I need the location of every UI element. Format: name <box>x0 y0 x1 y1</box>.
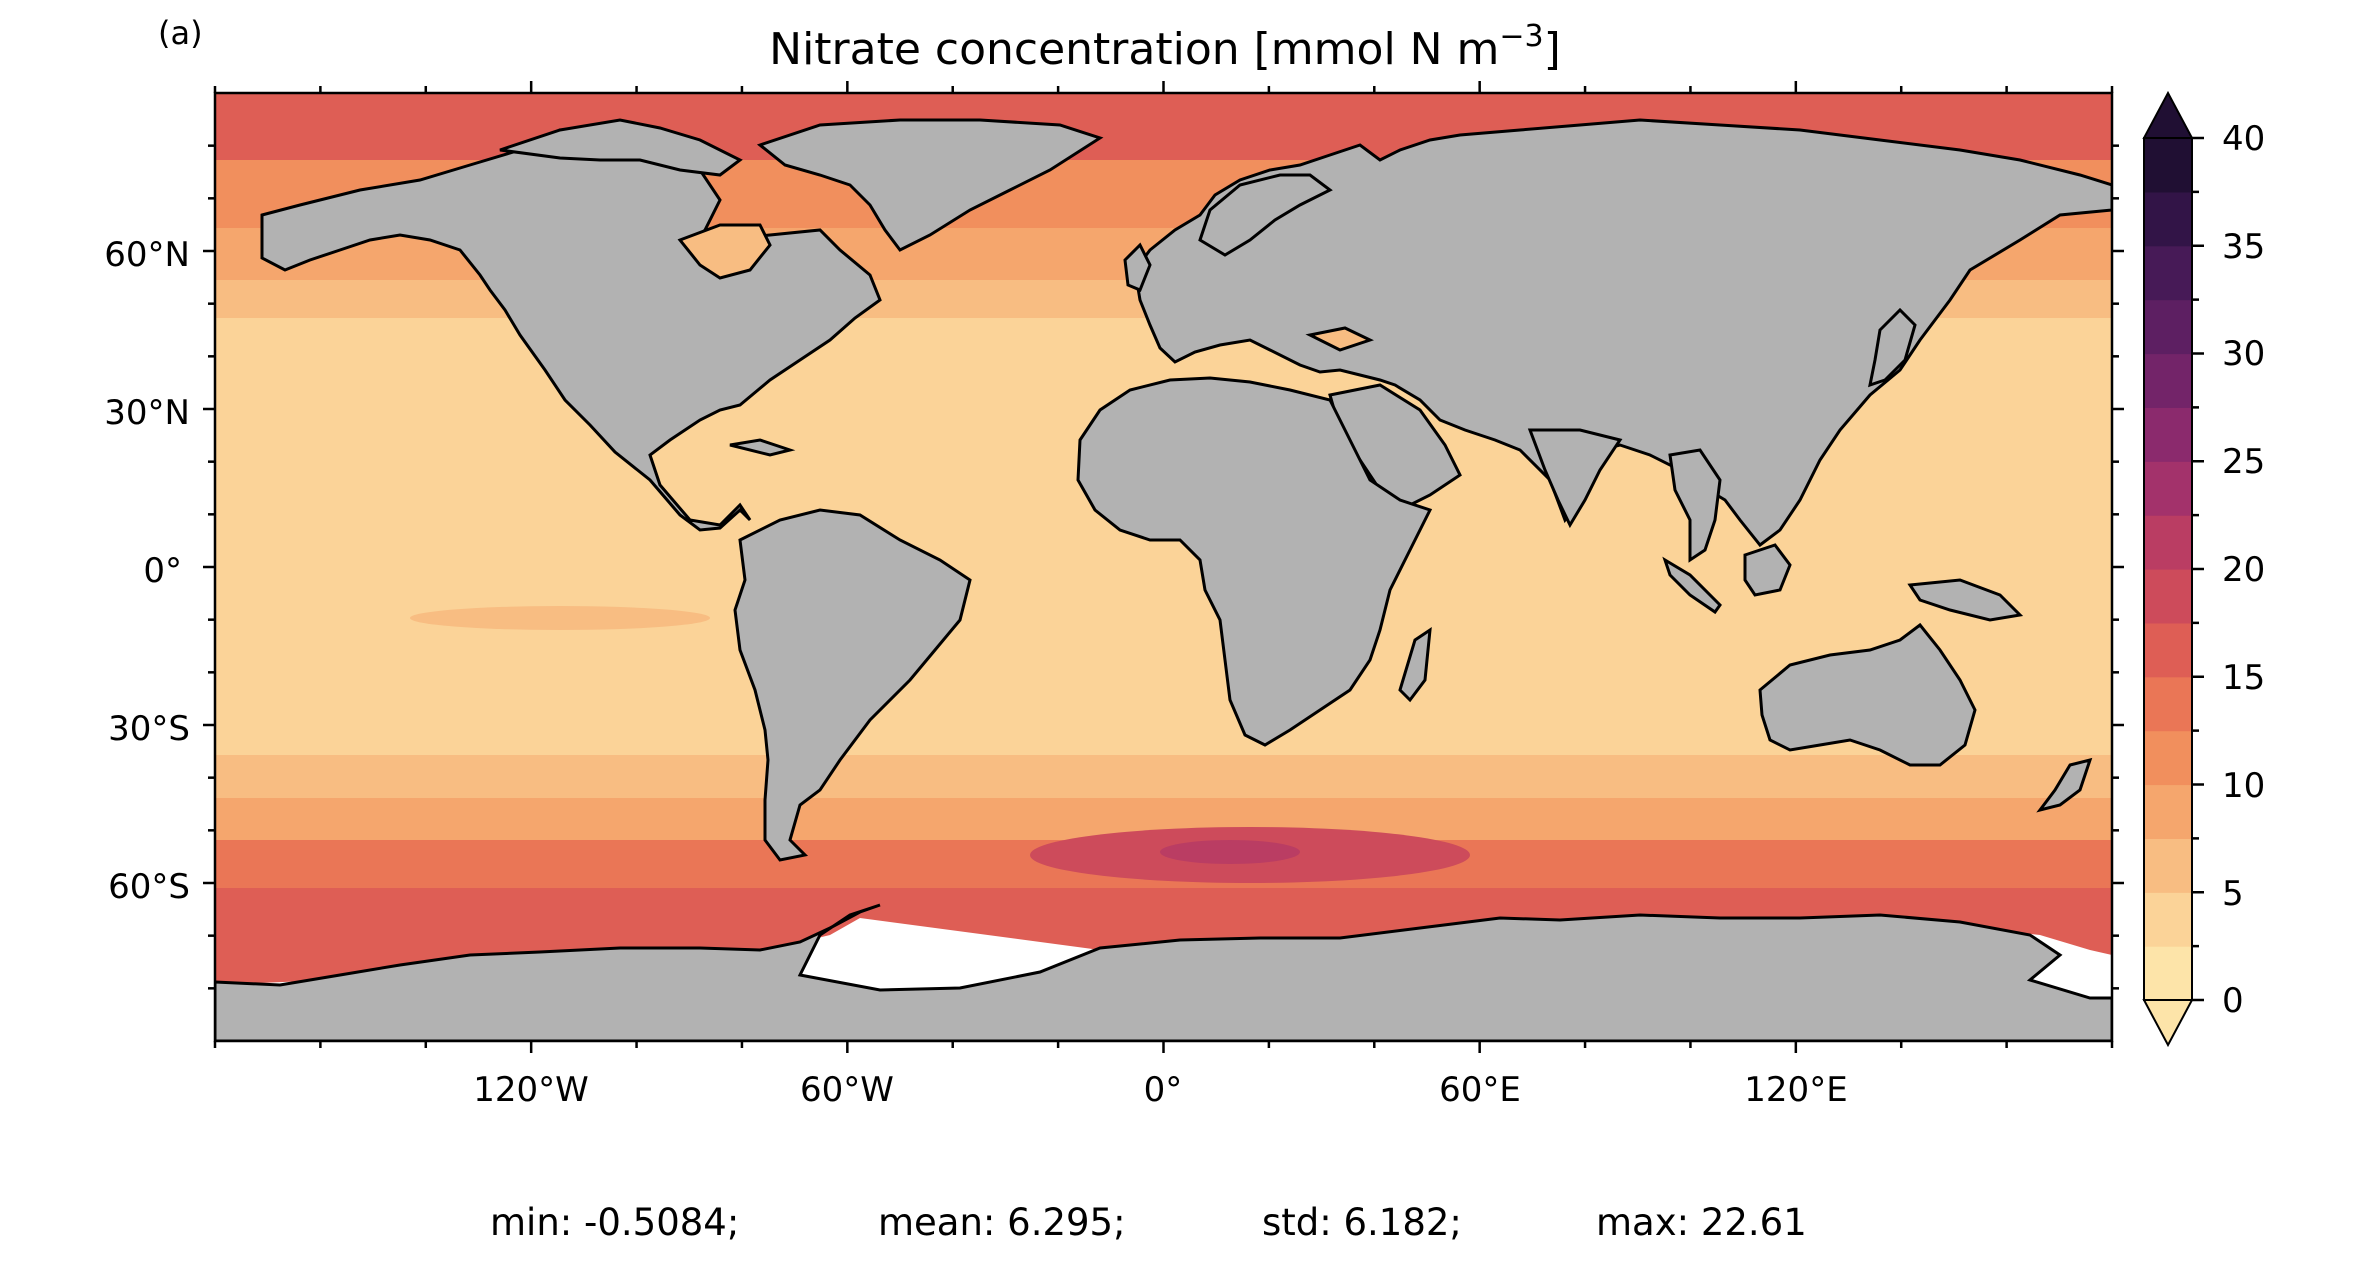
lat-tick-label: 60°N <box>104 235 190 275</box>
eurasia <box>1133 118 2112 548</box>
lon-tick-label: 60°W <box>800 1070 894 1110</box>
colorbar-tick-label: 15 <box>2222 658 2265 698</box>
south-america <box>733 508 972 862</box>
new-zealand <box>2036 757 2093 813</box>
indochina <box>1668 448 1722 563</box>
colorbar-segment <box>2144 676 2192 732</box>
axis-ticks <box>203 81 2124 1053</box>
australia <box>1758 622 1977 767</box>
colorbar-segment <box>2144 515 2192 570</box>
stat-std: std: 6.182; <box>1262 1201 1462 1244</box>
colorbar-segment <box>2144 946 2192 1001</box>
canadian-archipelago <box>499 118 743 177</box>
colorbar <box>2142 90 2204 1048</box>
statistics-line: min: -0.5084; mean: 6.295; std: 6.182; m… <box>490 1201 1807 1244</box>
africa <box>1076 376 1433 747</box>
colorbar-segment <box>2144 407 2192 462</box>
colorbar-segment <box>2144 461 2192 516</box>
colorbar-tick-label: 10 <box>2222 766 2265 806</box>
greenland <box>756 118 1104 252</box>
stat-min: min: -0.5084; <box>490 1201 739 1244</box>
stat-max: max: 22.61 <box>1596 1201 1807 1244</box>
colorbar-segment <box>2144 892 2192 947</box>
colorbar-segment <box>2144 622 2192 678</box>
colorbar-segment <box>2144 730 2192 786</box>
black-caspian-seas <box>1305 326 1374 352</box>
lat-tick-label: 30°S <box>108 709 190 749</box>
chart-title: Nitrate concentration [mmol N m−3] <box>769 19 1561 75</box>
colorbar-tick-label: 35 <box>2222 227 2265 267</box>
hudson-bay <box>677 223 772 280</box>
new-guinea <box>1907 578 2024 622</box>
lat-tick-label: 0° <box>143 551 182 591</box>
scandinavia <box>1198 173 1333 257</box>
colorbar-tick-labels: 0 5 10 15 20 25 30 35 40 <box>2222 119 2265 1021</box>
borneo <box>1743 543 1792 597</box>
latitude-labels: 60°N 30°N 0° 30°S 60°S <box>104 235 190 907</box>
colorbar-segment <box>2144 838 2192 893</box>
lon-tick-label: 120°W <box>473 1070 589 1110</box>
colorbar-extend-max-arrow <box>2142 90 2194 139</box>
lat-tick-label: 30°N <box>104 393 190 433</box>
colorbar-segment <box>2144 245 2192 301</box>
colorbar-segment <box>2144 299 2192 355</box>
colorbar-extend-min-arrow <box>2142 999 2194 1048</box>
cuba <box>729 438 796 457</box>
lon-tick-label: 60°E <box>1439 1070 1521 1110</box>
stat-mean: mean: 6.295; <box>878 1201 1126 1244</box>
colorbar-segment <box>2144 191 2192 247</box>
colorbar-tick-label: 0 <box>2222 981 2244 1021</box>
colorbar-segment <box>2144 784 2192 839</box>
sumatra <box>1662 556 1722 615</box>
british-isles <box>1123 242 1152 292</box>
lon-tick-label: 0° <box>1144 1070 1183 1110</box>
colorbar-segment <box>2144 569 2192 624</box>
southern-ocean-core <box>1160 840 1300 864</box>
east-pacific-upwelling <box>410 606 710 630</box>
colorbar-tick-label: 30 <box>2222 334 2265 374</box>
colorbar-tick-label: 25 <box>2222 442 2265 482</box>
antarctica-land <box>215 903 2112 1041</box>
colorbar-tick-label: 20 <box>2222 550 2265 590</box>
map-panel <box>215 93 2112 1041</box>
madagascar <box>1398 626 1432 703</box>
colorbar-tick-label: 5 <box>2222 874 2244 914</box>
colorbar-tick-label: 40 <box>2222 119 2265 159</box>
japan <box>1868 307 1917 388</box>
colorbar-segment <box>2144 353 2192 408</box>
longitude-labels: 120°W 60°W 0° 60°E 120°E <box>473 1070 1847 1110</box>
panel-label: (a) <box>158 14 203 52</box>
lon-tick-label: 120°E <box>1744 1070 1847 1110</box>
colorbar-segment <box>2144 138 2192 193</box>
indian-subcontinent <box>1527 428 1623 529</box>
ocean-band-south-transition <box>215 755 2112 800</box>
lat-tick-label: 60°S <box>108 867 190 907</box>
